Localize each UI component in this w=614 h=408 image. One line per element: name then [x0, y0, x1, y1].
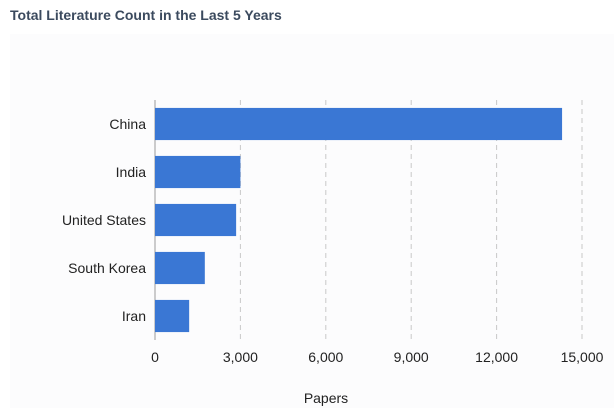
y-tick-label: South Korea	[68, 260, 146, 276]
bar-iran[interactable]	[155, 300, 189, 332]
x-tick-label: 0	[151, 349, 159, 365]
y-tick-label: United States	[62, 212, 146, 228]
bar-india[interactable]	[155, 156, 240, 188]
bar-south-korea[interactable]	[155, 252, 205, 284]
bar-united-states[interactable]	[155, 204, 236, 236]
x-tick-label: 15,000	[561, 349, 604, 365]
x-tick-label: 6,000	[308, 349, 343, 365]
bar-layer	[155, 108, 562, 332]
y-tick-label: Iran	[122, 308, 146, 324]
x-axis-title: Papers	[304, 390, 348, 406]
y-tick-label: India	[116, 164, 147, 180]
bar-china[interactable]	[155, 108, 562, 140]
label-layer: 0 3,000 6,000 9,000 12,000 15,000 China India Un…	[62, 116, 604, 365]
x-tick-label: 12,000	[475, 349, 518, 365]
x-tick-label: 3,000	[223, 349, 258, 365]
x-tick-label: 9,000	[394, 349, 429, 365]
y-tick-label: China	[109, 116, 146, 132]
